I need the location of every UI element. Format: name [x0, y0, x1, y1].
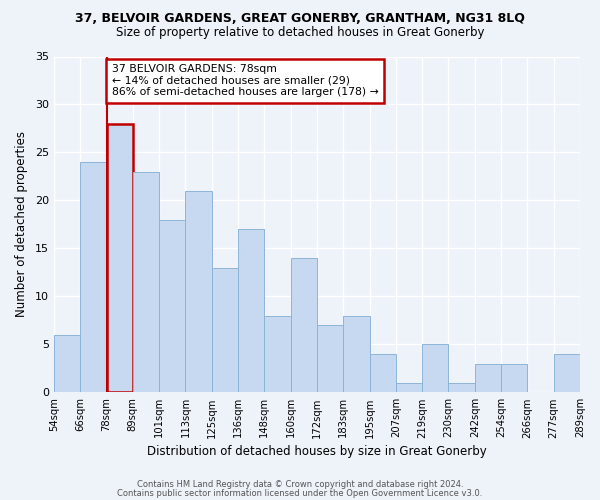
Bar — [159, 220, 185, 392]
Text: Contains public sector information licensed under the Open Government Licence v3: Contains public sector information licen… — [118, 488, 482, 498]
Bar — [290, 258, 317, 392]
Bar — [80, 162, 107, 392]
Bar — [317, 325, 343, 392]
Bar — [133, 172, 159, 392]
Bar — [554, 354, 580, 393]
Bar — [370, 354, 396, 393]
Bar — [475, 364, 501, 392]
Bar — [185, 191, 212, 392]
Bar — [422, 344, 448, 393]
Bar — [212, 268, 238, 392]
Bar — [343, 316, 370, 392]
Y-axis label: Number of detached properties: Number of detached properties — [15, 132, 28, 318]
Bar — [396, 382, 422, 392]
Bar — [238, 229, 265, 392]
Bar — [54, 335, 80, 392]
Bar — [501, 364, 527, 392]
X-axis label: Distribution of detached houses by size in Great Gonerby: Distribution of detached houses by size … — [147, 444, 487, 458]
Text: 37, BELVOIR GARDENS, GREAT GONERBY, GRANTHAM, NG31 8LQ: 37, BELVOIR GARDENS, GREAT GONERBY, GRAN… — [75, 12, 525, 26]
Bar — [448, 382, 475, 392]
Bar — [107, 124, 133, 392]
Bar — [265, 316, 290, 392]
Text: Contains HM Land Registry data © Crown copyright and database right 2024.: Contains HM Land Registry data © Crown c… — [137, 480, 463, 489]
Text: Size of property relative to detached houses in Great Gonerby: Size of property relative to detached ho… — [116, 26, 484, 39]
Text: 37 BELVOIR GARDENS: 78sqm
← 14% of detached houses are smaller (29)
86% of semi-: 37 BELVOIR GARDENS: 78sqm ← 14% of detac… — [112, 64, 379, 98]
